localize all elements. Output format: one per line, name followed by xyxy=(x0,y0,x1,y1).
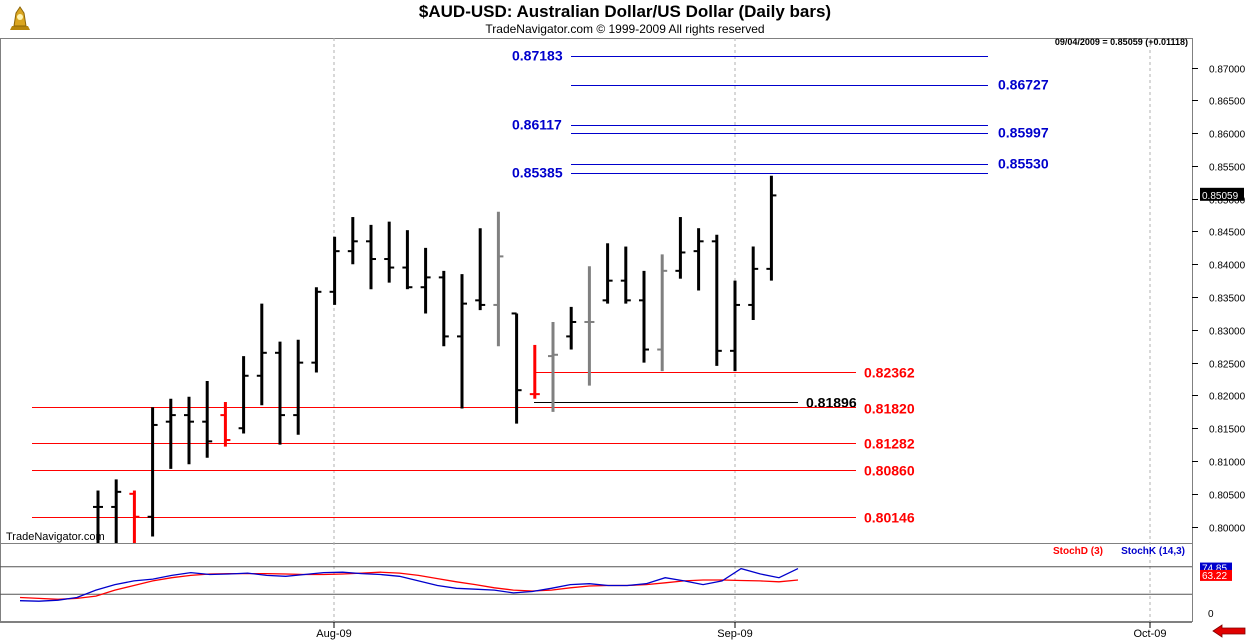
grid xyxy=(333,38,1151,622)
ohlc-bar xyxy=(129,490,140,543)
level-label-0.82362: 0.82362 xyxy=(864,365,915,381)
ohlc-bar xyxy=(475,228,486,311)
ohlc-bars xyxy=(93,175,777,543)
level-label-0.86727: 0.86727 xyxy=(998,77,1049,93)
ohlc-bar xyxy=(256,303,267,406)
ohlc-bar xyxy=(402,230,413,290)
level-label-0.80860: 0.80860 xyxy=(864,463,915,479)
ohlc-bar xyxy=(184,396,194,465)
ohlc-bar xyxy=(384,221,395,283)
ohlc-bar xyxy=(347,217,358,265)
y-tick-label: 0.86500 xyxy=(1209,97,1246,108)
ohlc-bar xyxy=(311,287,322,373)
ohlc-bar xyxy=(329,236,340,305)
stoch-zero-label: 0 xyxy=(1208,609,1214,620)
ohlc-bar xyxy=(366,224,376,290)
chart-title: $AUD-USD: Australian Dollar/US Dollar (D… xyxy=(418,2,832,21)
x-tick-label: Sep-09 xyxy=(717,628,752,640)
price-panel-frame xyxy=(0,38,1193,544)
ohlc-bar xyxy=(457,274,467,409)
ohlc-bar xyxy=(602,243,613,304)
ohlc-bar xyxy=(584,266,595,386)
ohlc-bar xyxy=(438,270,449,347)
scroll-left-arrow-icon[interactable] xyxy=(1212,624,1246,638)
watermark: TradeNavigator.com xyxy=(6,531,105,543)
stochk-value-box xyxy=(1200,562,1232,574)
ohlc-bar xyxy=(111,479,122,543)
y-tick-label: 0.82500 xyxy=(1209,360,1246,371)
last-price-box xyxy=(1200,187,1244,201)
level-label-0.87183: 0.87183 xyxy=(512,48,563,64)
chart-subtitle: TradeNavigator.com © 1999-2009 All right… xyxy=(485,22,765,36)
y-tick-label: 0.84000 xyxy=(1209,261,1246,272)
ohlc-bar xyxy=(511,312,522,424)
ohlc-bar xyxy=(493,211,504,347)
ohlc-bar xyxy=(165,398,176,469)
x-tick-label: Oct-09 xyxy=(1133,628,1166,640)
y-tick-label: 0.85000 xyxy=(1209,196,1246,207)
ohlc-bar xyxy=(675,217,686,279)
ohlc-bar xyxy=(657,254,668,372)
y-tick-label: 0.81000 xyxy=(1209,458,1246,469)
ohlc-bar xyxy=(548,321,558,412)
level-label-0.81282: 0.81282 xyxy=(864,436,915,452)
ohlc-bar xyxy=(420,247,431,314)
trade-navigator-logo xyxy=(4,3,36,35)
stoch-panel-frame xyxy=(0,543,1193,622)
ohlc-bar xyxy=(711,234,722,366)
stoch-line-d xyxy=(19,571,799,600)
ohlc-bar xyxy=(93,490,103,543)
info-line: 09/04/2009 = 0.85059 (+0.01118) xyxy=(1055,37,1188,47)
level-label-0.85997: 0.85997 xyxy=(998,125,1049,141)
y-tick-label: 0.82000 xyxy=(1209,392,1246,403)
level-label-0.85530: 0.85530 xyxy=(998,156,1049,172)
y-tick-label: 0.84500 xyxy=(1209,228,1246,239)
ohlc-bar xyxy=(566,306,577,350)
ohlc-bar xyxy=(693,228,704,291)
ohlc-bar xyxy=(730,280,740,372)
x-tick-label: Aug-09 xyxy=(316,628,351,640)
stochd-legend: StochD (3) xyxy=(1053,546,1103,557)
ohlc-bar xyxy=(620,246,631,304)
y-tick-label: 0.80000 xyxy=(1209,524,1246,535)
y-axis: 0.80000 0.80500 0.81000 0.81500 0.82000 0.825… xyxy=(1192,65,1246,535)
y-tick-label: 0.81500 xyxy=(1209,425,1246,436)
y-tick-label: 0.80500 xyxy=(1209,491,1246,502)
stochd-value-box xyxy=(1200,569,1232,581)
ohlc-bar xyxy=(275,341,285,445)
y-tick-label: 0.83000 xyxy=(1209,327,1246,338)
ohlc-bar xyxy=(766,175,777,281)
ohlc-bar xyxy=(293,339,304,435)
stoch-line-k xyxy=(19,567,799,602)
ohlc-bar xyxy=(748,246,759,321)
ohlc-bar xyxy=(238,356,249,434)
y-tick-label: 0.86000 xyxy=(1209,130,1246,141)
level-label-0.85385: 0.85385 xyxy=(512,165,563,181)
level-label-0.81896: 0.81896 xyxy=(806,395,857,411)
ohlc-bar xyxy=(639,270,649,363)
stochd-value-label: 63.22 xyxy=(1202,571,1227,582)
ohlc-bar xyxy=(529,344,540,399)
level-label-0.80146: 0.80146 xyxy=(864,510,915,526)
level-label-0.81820: 0.81820 xyxy=(864,401,915,417)
stochk-legend: StochK (14,3) xyxy=(1121,546,1185,557)
ohlc-bar xyxy=(220,401,231,447)
level-label-0.86117: 0.86117 xyxy=(512,117,562,133)
y-tick-label: 0.87000 xyxy=(1209,65,1246,76)
stochk-value-label: 74.85 xyxy=(1202,564,1227,575)
y-tick-label: 0.83500 xyxy=(1209,294,1246,305)
last-price-label: 0.85059 xyxy=(1202,191,1239,202)
y-tick-label: 0.85500 xyxy=(1209,163,1246,174)
ohlc-bar xyxy=(147,407,158,537)
x-axis: Aug-09 Sep-09 Oct-09 xyxy=(316,622,1167,640)
price-levels: 0.87183 0.86727 0.86117 0.85997 0.85530 0.853… xyxy=(32,48,1049,526)
ohlc-bar xyxy=(202,381,213,458)
